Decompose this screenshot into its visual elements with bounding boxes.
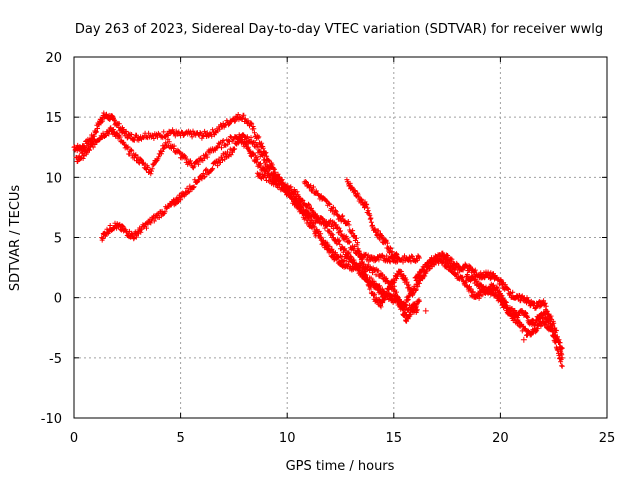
series-track-4	[254, 170, 422, 265]
x-tick-label: 20	[492, 431, 509, 446]
x-tick-label: 10	[279, 431, 296, 446]
y-tick-label: 20	[45, 51, 62, 66]
x-tick-label: 15	[386, 431, 403, 446]
x-tick-label: 25	[599, 431, 616, 446]
x-tick-label: 5	[176, 431, 184, 446]
data-markers	[254, 170, 422, 265]
data-markers	[412, 253, 565, 369]
y-tick-label: -5	[49, 352, 62, 367]
x-tick-label: 0	[70, 431, 78, 446]
y-tick-label: 0	[54, 292, 62, 307]
data-markers	[344, 177, 401, 261]
data-markers	[463, 272, 565, 352]
axis-ticks: 0 5 10 15 20 25 -10 -5 0 5 10 15 20	[41, 51, 616, 446]
y-axis-label: SDTVAR / TECUs	[8, 185, 23, 292]
x-axis-label: GPS time / hours	[286, 459, 395, 474]
series-track-2	[73, 125, 410, 318]
grid	[74, 57, 607, 418]
y-tick-label: 10	[45, 171, 62, 186]
data-markers	[73, 125, 410, 318]
series-track-8	[412, 253, 565, 369]
chart-title: Day 263 of 2023, Sidereal Day-to-day VTE…	[75, 22, 603, 37]
outlier-point	[520, 336, 527, 343]
y-tick-label: -10	[41, 412, 62, 427]
series-track-5	[301, 179, 416, 310]
data-markers	[301, 179, 416, 310]
series-track-6	[344, 177, 401, 261]
y-tick-label: 15	[45, 111, 62, 126]
series-track-9	[463, 272, 565, 352]
outlier-point	[422, 307, 429, 314]
data-series	[71, 110, 565, 369]
y-tick-label: 5	[54, 232, 62, 247]
